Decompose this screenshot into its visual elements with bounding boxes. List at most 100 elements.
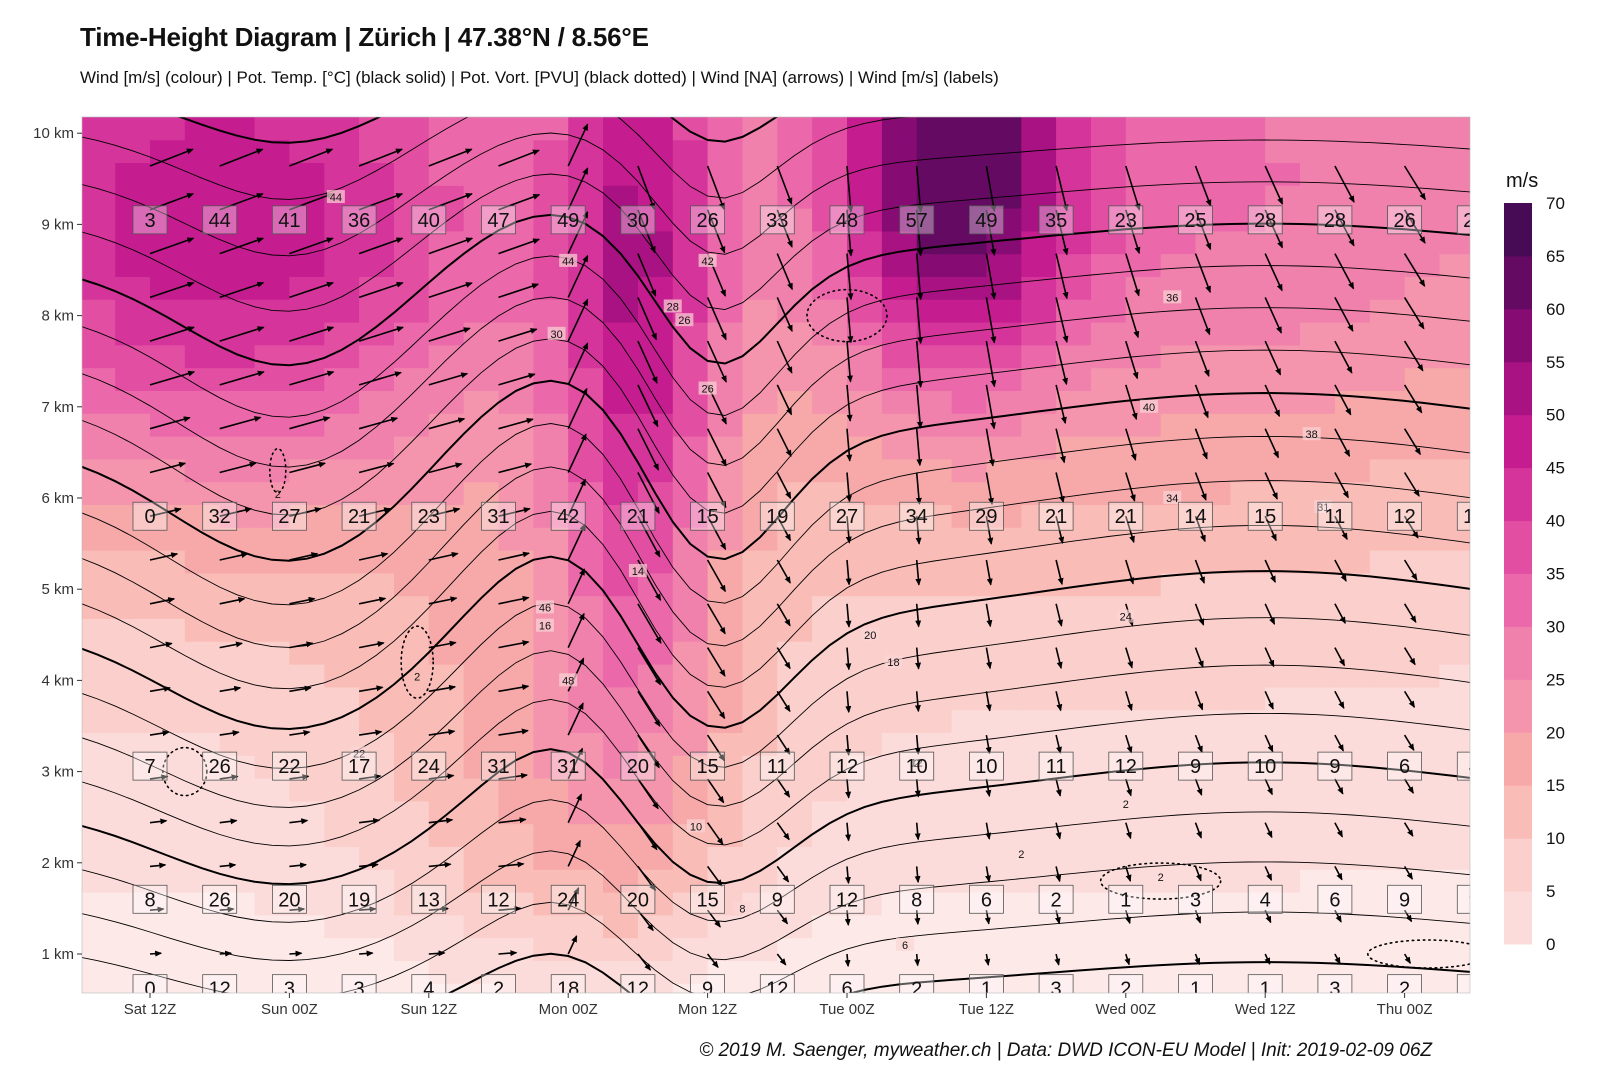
wind-cell [463, 550, 500, 574]
wind-arrow [1264, 647, 1275, 668]
wind-cell [672, 937, 709, 961]
pv-contour [1367, 939, 1470, 969]
wind-arrow [1194, 778, 1203, 796]
wind-cell [1509, 140, 1544, 163]
wind-arrow [706, 297, 727, 341]
wind-arrow [985, 647, 992, 670]
wind-arrow [567, 298, 589, 342]
wind-cell [254, 253, 290, 277]
wind-cell [219, 778, 256, 802]
wind-cell [1544, 162, 1580, 185]
wind-label-box [1456, 751, 1470, 781]
wind-cell [359, 846, 395, 870]
wind-cell [463, 253, 500, 277]
wind-cell [115, 778, 151, 802]
wind-cell [568, 413, 604, 437]
wind-arrow [915, 253, 924, 301]
legend-swatch [1504, 467, 1532, 522]
wind-label: 0 [144, 506, 155, 528]
wind-arrow [915, 603, 922, 628]
wind-cell [428, 778, 465, 802]
wind-cell [1369, 390, 1406, 414]
wind-cell [394, 686, 430, 711]
wind-label-box [969, 751, 1004, 781]
wind-label-box [481, 205, 516, 235]
wind-cell [812, 253, 848, 277]
wind-cell [184, 618, 221, 642]
wind-cell [428, 823, 465, 847]
wind-cell [1125, 664, 1162, 688]
wind-cell [1056, 458, 1092, 483]
wind-cell [847, 983, 883, 993]
wind-label: 9 [1469, 889, 1480, 911]
wind-cell [1404, 413, 1440, 437]
theta-label-bg [1163, 290, 1182, 304]
wind-cell [115, 846, 151, 870]
wind-arrow [1264, 297, 1283, 334]
wind-arrow [846, 253, 854, 301]
wind-arrow [776, 340, 793, 374]
wind-cell [254, 572, 290, 597]
wind-cell [568, 572, 604, 597]
wind-cell [359, 595, 395, 619]
wind-cell [951, 937, 988, 961]
wind-arrow [1125, 647, 1134, 669]
wind-arrow [1474, 779, 1483, 792]
wind-cell [1125, 504, 1162, 528]
wind-cell [150, 458, 186, 483]
wind-cell [1125, 344, 1162, 369]
wind-arrow [1403, 778, 1414, 794]
wind-label: 15 [696, 506, 718, 528]
wind-cell [742, 367, 778, 391]
wind-cell [672, 709, 709, 733]
wind-cell [82, 892, 116, 916]
wind-cell [1160, 914, 1197, 939]
wind-cell [916, 778, 953, 802]
wind-cell [1091, 800, 1127, 825]
wind-arrow [776, 428, 792, 458]
wind-cell [1439, 185, 1470, 209]
wind-arrow [289, 507, 322, 517]
wind-cell [951, 458, 988, 483]
wind-cell [324, 458, 360, 483]
wind-cell [82, 709, 116, 733]
legend-swatch [1504, 838, 1532, 892]
wind-cell [777, 322, 813, 346]
wind-cell [1579, 345, 1600, 368]
wind-cell [1230, 937, 1266, 961]
wind-cell [254, 162, 290, 186]
wind-label-box [271, 501, 307, 531]
wind-arrow [428, 950, 446, 957]
wind-cell [1369, 436, 1406, 460]
wind-cell [847, 664, 883, 688]
pv-label: 2 [275, 489, 281, 501]
wind-arrow [289, 596, 316, 605]
wind-label: 12 [487, 889, 509, 911]
wind-arrow [985, 253, 997, 300]
legend-tick-label: 20 [1546, 723, 1565, 742]
wind-cell [394, 299, 430, 323]
wind-cell [1579, 276, 1600, 299]
wind-cell [1369, 322, 1406, 346]
wind-label-box [1038, 974, 1074, 993]
wind-arrow [149, 237, 195, 255]
wind-cell [986, 413, 1022, 437]
wind-cell [637, 185, 674, 209]
wind-arrow [985, 472, 994, 506]
wind-cell [219, 185, 256, 209]
wind-cell [603, 436, 639, 460]
wind-arrow [776, 253, 793, 291]
wind-cell [847, 778, 883, 802]
wind-cell [812, 664, 848, 688]
wind-arrow [1055, 209, 1069, 256]
wind-cell [1021, 914, 1057, 939]
wind-arrow [985, 209, 997, 257]
wind-label-box [341, 751, 377, 781]
wind-arrow [149, 818, 168, 825]
wind-cell [463, 162, 500, 186]
wind-arrow [567, 342, 589, 386]
wind-cell [1195, 527, 1231, 551]
wind-label-box [620, 974, 656, 993]
wind-label: 23 [418, 506, 440, 528]
wind-cell [847, 846, 883, 870]
